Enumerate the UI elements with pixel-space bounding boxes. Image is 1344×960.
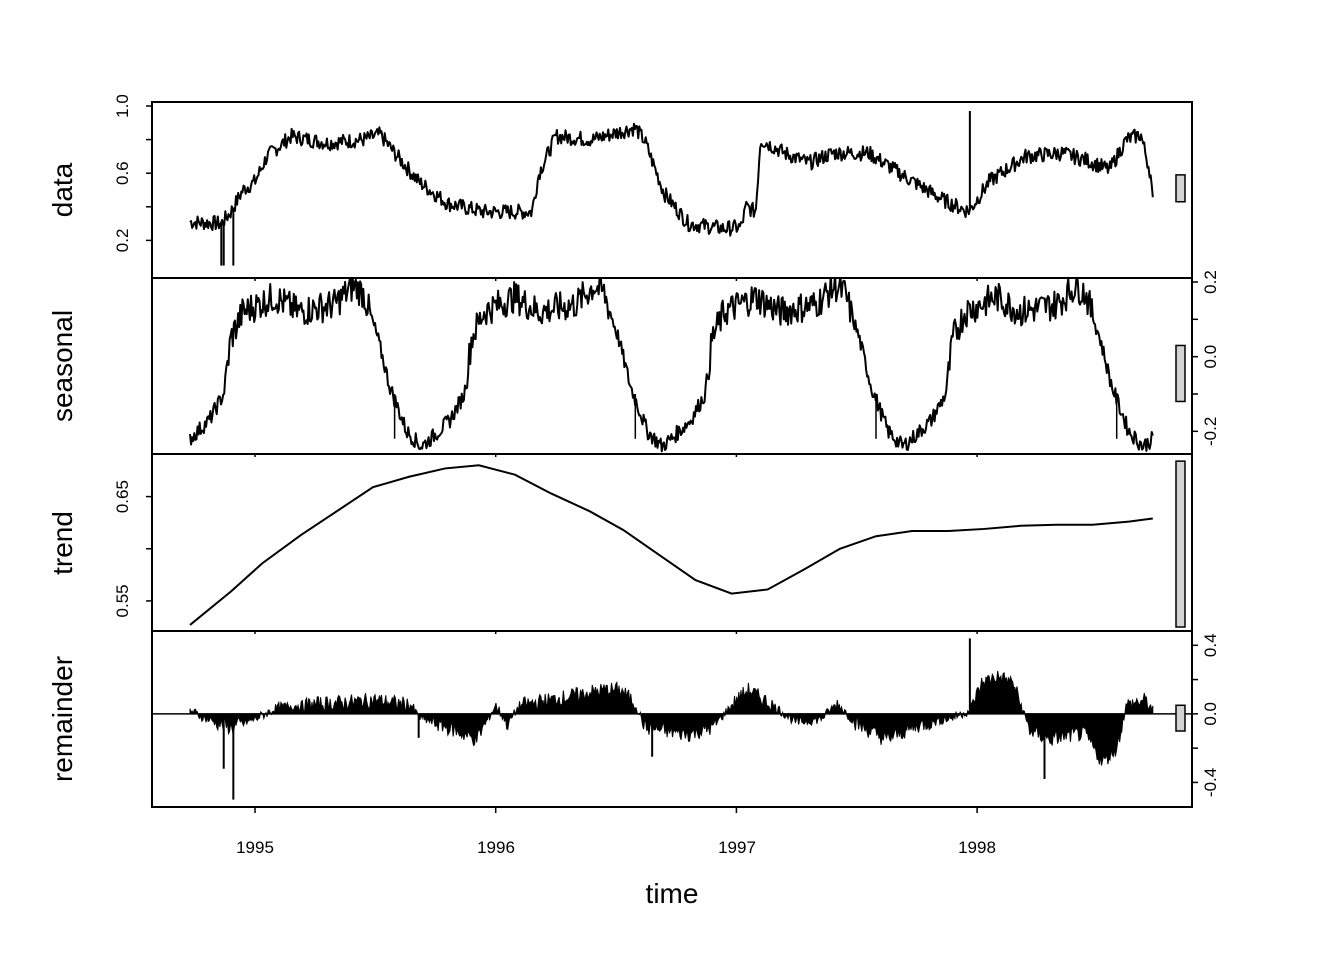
y-tick-label: 0.55 [113,584,132,617]
seasonal-line [189,278,1154,453]
panel-frame [151,101,1193,279]
x-tick-1997: 1997 [718,838,756,857]
y-tick-label: 0.2 [113,229,132,253]
x-axis: 1995 1996 1997 1998 time [236,838,996,909]
trend-line [189,464,1153,626]
range-bar [1175,704,1186,732]
panel-label-data: data [47,162,78,217]
x-tick-1996: 1996 [477,838,515,857]
y-tick-label: 1.0 [113,94,132,118]
y-tick-label: 0.0 [1201,345,1220,369]
range-bar [1175,344,1186,403]
remainder-area [189,670,1154,766]
y-tick-label: -0.2 [1201,417,1220,446]
data-line [189,122,1154,237]
y-tick-label: 0.6 [113,161,132,185]
panel-label-seasonal: seasonal [47,310,78,422]
panel-label-trend: trend [47,511,78,575]
y-tick-label: 0.0 [1201,702,1220,726]
range-bar [1175,174,1186,203]
panel-seasonal: -0.2 0.0 0.2 [151,270,1220,457]
y-tick-label: -0.4 [1201,768,1220,797]
panel-data: 0.2 0.6 1.0 [113,94,1193,281]
x-tick-1998: 1998 [958,838,996,857]
panel-remainder: -0.4 0.0 0.4 [151,630,1220,813]
panel-label-remainder: remainder [47,656,78,782]
panel-trend: 0.55 0.65 [113,453,1193,634]
panel-frame [151,453,1193,632]
range-bar [1175,460,1186,628]
panels-group: 0.2 0.6 1.0 -0.2 0.0 0.2 0.55 0.65 -0.4 0.0 0.4 [113,94,1220,813]
y-tick-label: 0.65 [113,480,132,513]
y-tick-label: 0.4 [1201,633,1220,657]
panel-frame [151,630,1193,808]
x-axis-label: time [646,878,699,909]
x-tick-1995: 1995 [236,838,274,857]
y-tick-label: 0.2 [1201,270,1220,294]
panel-labels: data seasonal trend remainder [47,162,78,782]
